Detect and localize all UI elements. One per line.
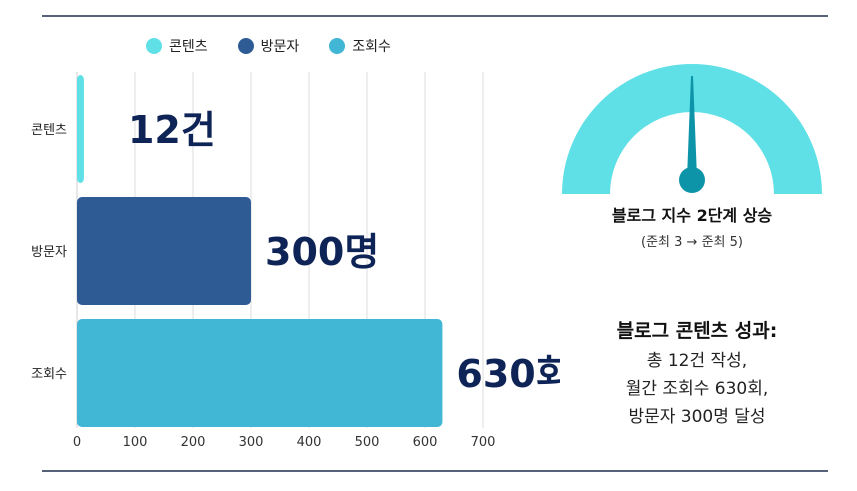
data-label-1: 300명 xyxy=(265,230,379,274)
legend-swatch-contents xyxy=(146,38,162,54)
summary-line-3: 방문자 300명 달성 xyxy=(628,407,766,427)
bottom-divider xyxy=(42,470,828,472)
x-tick-label-200: 200 xyxy=(181,435,206,450)
legend-item-visitors: 방문자 xyxy=(237,36,300,56)
x-tick-label-700: 700 xyxy=(471,435,496,450)
top-divider xyxy=(42,15,828,17)
x-tick-label-600: 600 xyxy=(413,435,438,450)
bar-2 xyxy=(77,319,443,427)
data-label-2: 630회 xyxy=(456,352,560,396)
summary-box: 블로그 콘텐츠 성과: 총 12건 작성, 월간 조회수 630회, 방문자 3… xyxy=(572,316,822,431)
gauge-subtitle: (준최 3 → 준최 5) xyxy=(641,235,743,250)
legend-item-views: 조회수 xyxy=(329,36,391,56)
category-label-2: 조회수 xyxy=(31,367,67,382)
data-label-0: 12건 xyxy=(128,108,216,152)
category-label-1: 방문자 xyxy=(31,245,67,260)
legend-label-visitors: 방문자 xyxy=(260,39,300,55)
category-label-0: 콘텐츠 xyxy=(31,123,67,138)
summary-line-2: 월간 조회수 630회, xyxy=(625,379,769,399)
legend-swatch-views xyxy=(329,38,346,54)
x-tick-label-0: 0 xyxy=(73,435,81,450)
bar-0 xyxy=(77,75,84,183)
x-tick-label-100: 100 xyxy=(123,435,148,450)
gauge-title: 블로그 지수 2단계 상승 xyxy=(611,206,773,225)
x-tick-label-400: 400 xyxy=(297,435,322,450)
gauge-needle xyxy=(687,76,697,178)
legend-swatch-visitors xyxy=(237,38,254,54)
legend-label-contents: 콘텐츠 xyxy=(169,39,208,55)
gauge xyxy=(558,60,826,200)
x-tick-label-300: 300 xyxy=(239,435,264,450)
x-tick-label-500: 500 xyxy=(355,435,380,450)
legend-item-contents: 콘텐츠 xyxy=(146,36,208,56)
summary-line-1: 총 12건 작성, xyxy=(646,351,748,371)
chart-legend: 콘텐츠 방문자 조회수 xyxy=(146,36,391,56)
legend-label-views: 조회수 xyxy=(352,39,391,55)
bar-1 xyxy=(77,197,251,305)
gauge-arc xyxy=(562,64,822,194)
gauge-needle-hub xyxy=(679,167,705,193)
summary-title: 블로그 콘텐츠 성과: xyxy=(616,320,778,342)
